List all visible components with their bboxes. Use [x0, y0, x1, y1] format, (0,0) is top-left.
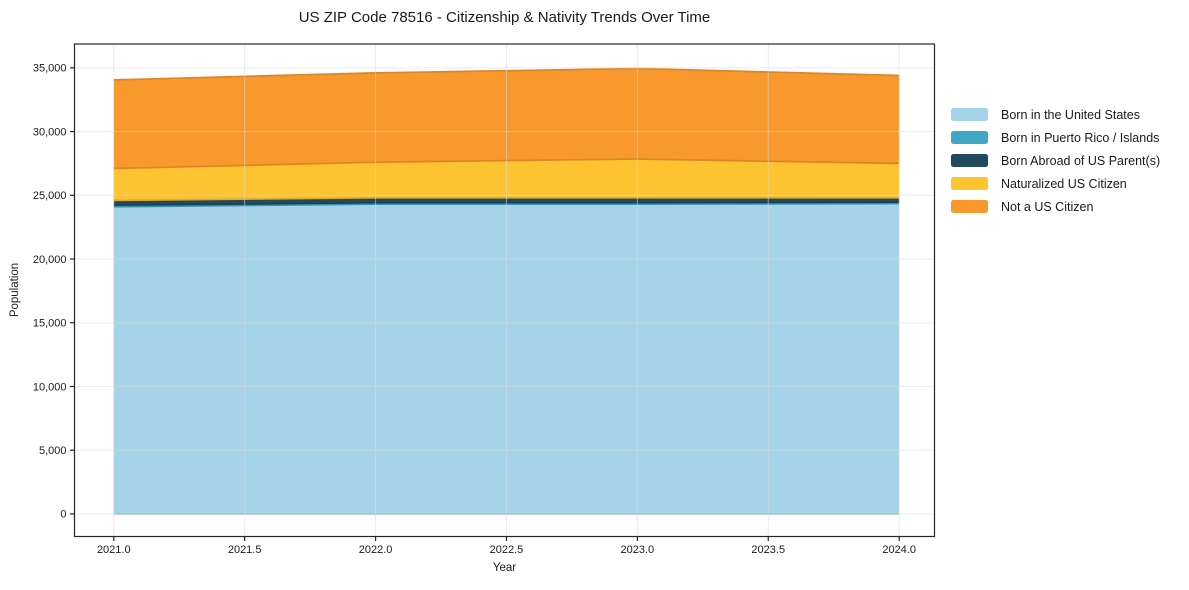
legend: Born in the United States Born in Puerto …: [951, 103, 1160, 218]
legend-item: Born Abroad of US Parent(s): [951, 149, 1160, 172]
x-tick-label: 2023.0: [621, 544, 655, 556]
x-tick-label: 2024.0: [882, 544, 916, 556]
legend-label: Born in Puerto Rico / Islands: [1001, 130, 1160, 145]
legend-item: Born in Puerto Rico / Islands: [951, 126, 1160, 149]
legend-label: Not a US Citizen: [1001, 199, 1094, 214]
y-tick-label: 15,000: [33, 318, 67, 330]
x-tick-label: 2021.0: [97, 544, 131, 556]
y-tick-label: 30,000: [33, 126, 67, 138]
y-tick-label: 10,000: [33, 381, 67, 393]
x-tick-label: 2021.5: [228, 544, 262, 556]
y-tick-label: 5,000: [39, 445, 67, 457]
legend-item: Not a US Citizen: [951, 195, 1160, 218]
x-axis-label: Year: [492, 562, 517, 574]
legend-swatch: [951, 177, 988, 190]
x-tick-label: 2022.5: [490, 544, 524, 556]
y-tick-label: 0: [60, 509, 66, 521]
legend-swatch: [951, 108, 988, 121]
x-tick-label: 2022.0: [359, 544, 393, 556]
legend-item: Naturalized US Citizen: [951, 172, 1160, 195]
plot-border: [73, 43, 936, 538]
legend-label: Born Abroad of US Parent(s): [1001, 153, 1161, 168]
y-tick-label: 35,000: [33, 63, 67, 75]
legend-swatch: [951, 131, 988, 144]
legend-item: Born in the United States: [951, 103, 1160, 126]
chart-title: US ZIP Code 78516 - Citizenship & Nativi…: [298, 9, 711, 26]
legend-swatch: [951, 154, 988, 167]
legend-label: Naturalized US Citizen: [1001, 176, 1127, 191]
legend-swatch: [951, 200, 988, 213]
y-axis-label: Population: [9, 262, 21, 318]
legend-label: Born in the United States: [1001, 107, 1140, 122]
x-tick-label: 2023.5: [751, 544, 785, 556]
y-tick-label: 20,000: [33, 254, 67, 266]
y-tick-label: 25,000: [33, 190, 67, 202]
